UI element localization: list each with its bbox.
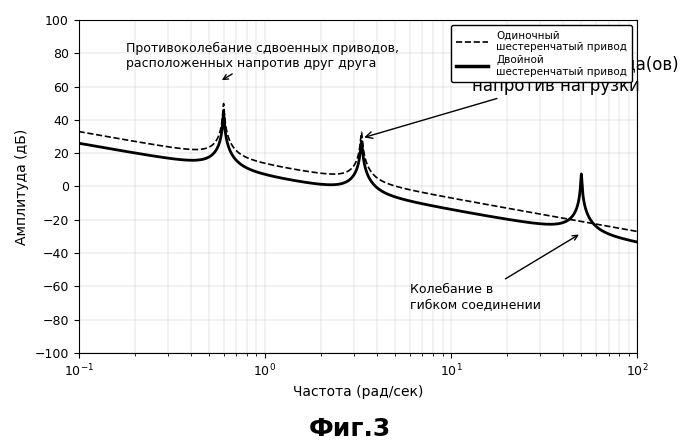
Line: Одиночный
шестеренчатый привод: Одиночный шестеренчатый привод	[79, 104, 637, 231]
Двойной
шестеренчатый привод	[475, 212, 483, 217]
Двойной
шестеренчатый привод	[214, 144, 222, 150]
X-axis label: Частота (рад/сек): Частота (рад/сек)	[293, 385, 423, 399]
Text: Колебание привода(ов)
напротив нагрузки: Колебание привода(ов) напротив нагрузки	[366, 56, 679, 138]
Text: Противоколебание сдвоенных приводов,
расположенных напротив друг друга: Противоколебание сдвоенных приводов, рас…	[127, 42, 399, 79]
Y-axis label: Амплитуда (дБ): Амплитуда (дБ)	[15, 128, 29, 245]
Двойной
шестеренчатый привод	[633, 239, 642, 245]
Одиночный
шестеренчатый привод	[412, 189, 421, 194]
Text: Фиг.3: Фиг.3	[308, 417, 391, 441]
Одиночный
шестеренчатый привод	[75, 129, 83, 134]
Legend: Одиночный
шестеренчатый привод, Двойной
шестеренчатый привод: Одиночный шестеренчатый привод, Двойной …	[452, 25, 632, 82]
Одиночный
шестеренчатый привод	[214, 135, 222, 140]
Двойной
шестеренчатый привод	[339, 181, 347, 186]
Одиночный
шестеренчатый привод	[433, 193, 442, 198]
Двойной
шестеренчатый привод	[219, 110, 228, 115]
Двойной
шестеренчатый привод	[75, 141, 83, 146]
Text: Колебание в
гибком соединении: Колебание в гибком соединении	[410, 235, 577, 311]
Двойной
шестеренчатый привод	[433, 204, 442, 210]
Line: Двойной
шестеренчатый привод: Двойной шестеренчатый привод	[79, 113, 637, 242]
Одиночный
шестеренчатый привод	[597, 222, 605, 228]
Двойной
шестеренчатый привод	[412, 200, 421, 205]
Одиночный
шестеренчатый привод	[633, 229, 642, 234]
Одиночный
шестеренчатый привод	[475, 200, 483, 206]
Одиночный
шестеренчатый привод	[219, 101, 228, 106]
Двойной
шестеренчатый привод	[597, 227, 605, 233]
Одиночный
шестеренчатый привод	[339, 170, 347, 176]
